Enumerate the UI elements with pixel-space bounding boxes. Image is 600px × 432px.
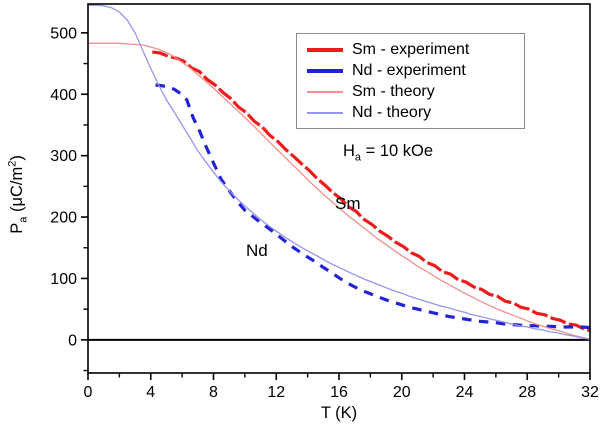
curve-sm-theory <box>88 42 591 340</box>
sm-curve-label: Sm <box>335 194 361 213</box>
legend: Sm - experiment Nd - experiment Sm - theor… <box>296 33 525 129</box>
x-tick-label: 16 <box>330 384 348 401</box>
curve-nd-theory <box>88 4 591 340</box>
y-tick-label: 500 <box>50 25 77 42</box>
field-annotation: Ha = 10 kOe <box>343 142 434 164</box>
x-tick-label: 4 <box>146 384 155 401</box>
legend-item-nd-experiment: Nd - experiment <box>307 60 524 81</box>
legend-label-sm-theory: Sm - theory <box>352 82 435 100</box>
y-tick-label: 100 <box>50 271 77 288</box>
x-tick-label: 0 <box>84 384 93 401</box>
legend-line-sample-nd-experiment <box>307 68 343 73</box>
x-axis-title: T (K) <box>320 404 358 422</box>
legend-item-sm-theory: Sm - theory <box>307 81 524 102</box>
x-tick-label: 24 <box>456 384 474 401</box>
y-tick-label: 200 <box>50 210 77 227</box>
x-tick-label: 8 <box>209 384 218 401</box>
legend-label-nd-experiment: Nd - experiment <box>352 61 466 79</box>
legend-line-sample-nd-theory <box>307 111 343 114</box>
x-tick-label: 28 <box>518 384 536 401</box>
legend-rows: Sm - experiment Nd - experiment Sm - theor… <box>307 39 524 123</box>
y-axis-title: Pa (μC/m2) <box>6 155 30 234</box>
x-tick-label: 20 <box>393 384 411 401</box>
legend-item-sm-experiment: Sm - experiment <box>307 39 524 60</box>
nd-curve-label: Nd <box>246 241 268 260</box>
legend-line-sample-sm-theory <box>307 90 343 93</box>
y-tick-label: 0 <box>68 332 77 349</box>
legend-label-nd-theory: Nd - theory <box>352 103 432 121</box>
legend-line-sample-sm-experiment <box>307 47 343 52</box>
curve-sm-experiment <box>152 50 591 333</box>
x-tick-label: 32 <box>581 384 599 401</box>
x-tick-label: 12 <box>267 384 285 401</box>
y-tick-label: 400 <box>50 87 77 104</box>
legend-label-sm-experiment: Sm - experiment <box>352 40 470 58</box>
legend-item-nd-theory: Nd - theory <box>307 102 524 123</box>
y-tick-label: 300 <box>50 148 77 165</box>
